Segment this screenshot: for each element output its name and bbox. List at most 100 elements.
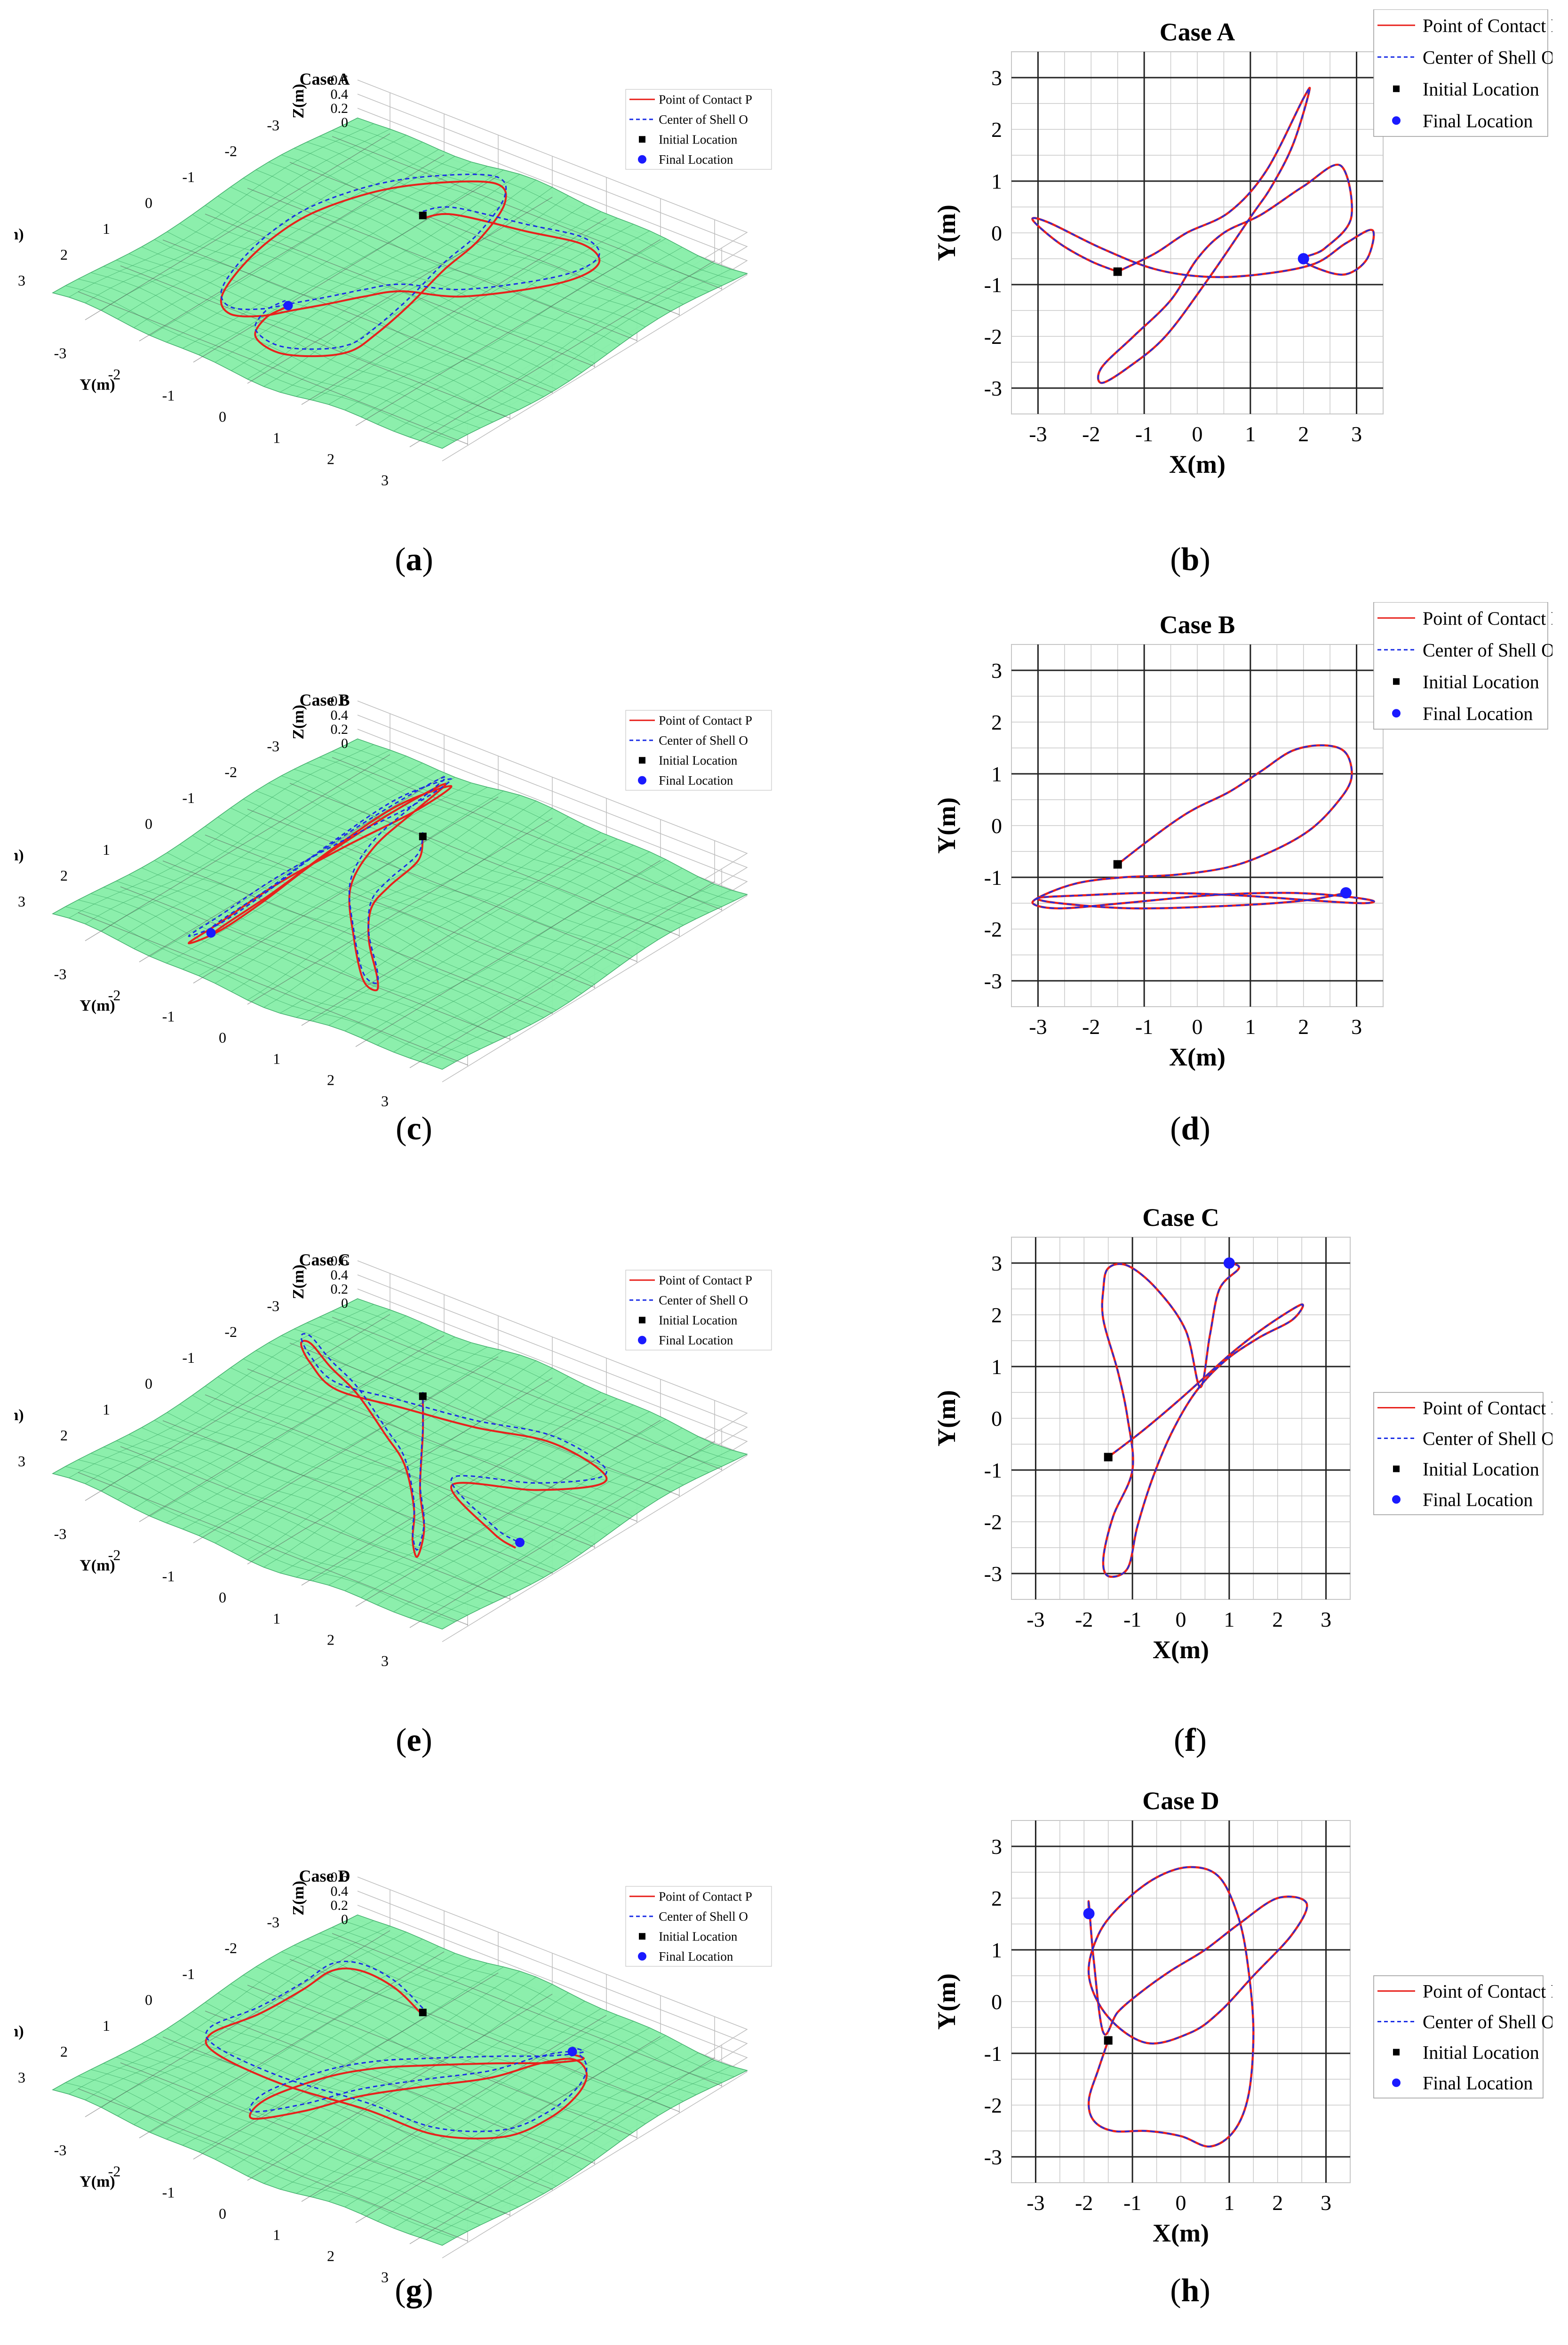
legend-initial-label: Initial Location (1423, 1459, 1539, 1480)
legend-initial-label: Initial Location (659, 754, 738, 768)
floor-grid-line (78, 2088, 468, 2242)
y-tick-label: -1 (162, 2184, 175, 2201)
floor-grid-line (301, 839, 607, 1026)
chart-title: Case A (300, 70, 350, 88)
caption-d: (d) (1170, 1111, 1210, 1147)
x-tick-label: 0 (1176, 1607, 1186, 1631)
legend-contact-label: Point of Contact P (1423, 608, 1552, 629)
x-tick-label: -1 (1135, 1015, 1153, 1039)
initial-location-marker (1113, 267, 1122, 276)
terrain-mesh-line (65, 2082, 455, 2239)
series-center-of-shell (205, 1961, 588, 2132)
chart-b: -3 -2 -1 0 1 2 3 -3 -2 -1 0 1 2 3 X(m) Y(m) Case A Point … (932, 9, 1561, 478)
x-tick-label: 0 (145, 194, 152, 211)
legend-final-label: Final Location (1423, 1489, 1533, 1510)
legend-frame (625, 89, 772, 170)
y-tick-label: -3 (54, 1526, 67, 1542)
x-tick-label: -2 (1075, 2191, 1093, 2215)
initial-location-marker (419, 1392, 427, 1400)
chart-title: Case B (1160, 611, 1235, 639)
floor-grid-line (355, 1420, 661, 1607)
floor-grid-line (247, 818, 553, 1005)
legend-center-label: Center of Shell O (1423, 2011, 1552, 2033)
legend-frame (1373, 9, 1548, 137)
y-tick-label: 1 (273, 2226, 280, 2243)
chart-a: -3-2-10123-3-2-1012300.20.40.6X(m)Y(m)Z(… (0, 70, 772, 489)
y-tick-label: -3 (984, 969, 1002, 993)
panel-e-3d-plot: -3-2-10123-3-2-1012300.20.40.6X(m)Y(m)Z(… (0, 1209, 814, 1726)
y-tick-label: -3 (984, 1562, 1002, 1586)
legend-final-label: Final Location (659, 773, 733, 787)
legend-center-label: Center of Shell O (659, 1293, 748, 1307)
floor-grid-line (301, 2015, 607, 2202)
final-location-marker (1297, 253, 1309, 264)
x-tick-label: 3 (1321, 1607, 1331, 1631)
floor-grid-line (301, 218, 607, 405)
floor-grid-line (78, 1472, 468, 1625)
x-tick-label: -3 (267, 738, 279, 755)
terrain-mesh-line (426, 269, 731, 443)
z-tick-label: 0.6 (331, 1253, 349, 1269)
legend-initial-label: Initial Location (659, 133, 738, 147)
z-tick-label: 0.4 (331, 87, 349, 102)
z-tick-label: 0 (341, 1296, 348, 1311)
floor-grid-line (355, 239, 661, 426)
x-axis-label: X(m) (14, 847, 24, 864)
y-tick-label: 2 (327, 451, 334, 468)
x-tick-label: -3 (267, 117, 279, 134)
legend-frame (625, 710, 772, 791)
panel-a-3d-plot: -3-2-10123-3-2-1012300.20.40.6X(m)Y(m)Z(… (0, 28, 814, 546)
terrain-mesh-line (442, 273, 748, 449)
x-tick-label: 2 (1298, 422, 1309, 446)
legend-initial-label: Initial Location (659, 1313, 738, 1328)
y-tick-label: 1 (273, 1050, 280, 1067)
caption-e: (e) (396, 1722, 432, 1758)
chart-f: -3 -2 -1 0 1 2 3 -3 -2 -1 0 1 2 3 X(m) Y(m) Case C Point … (932, 1203, 1561, 1664)
floor-grid-line (409, 1441, 715, 1628)
y-tick-label: 0 (219, 408, 226, 425)
z-tick-label: 0.2 (331, 101, 349, 116)
x-tick-label: 2 (1272, 1607, 1283, 1631)
floor-grid-line (162, 1420, 553, 1574)
x-axis-label: X(m) (1153, 2219, 1209, 2247)
floor-grid-line (162, 860, 553, 1014)
x-tick-label: 3 (1351, 422, 1362, 446)
y-tick-label: -3 (54, 345, 67, 362)
caption-g: (g) (395, 2273, 433, 2309)
chart-title: Case D (299, 1867, 350, 1885)
chart-c: -3-2-10123-3-2-1012300.20.40.6X(m)Y(m)Z(… (0, 691, 772, 1110)
legend-final-label: Final Location (659, 1333, 733, 1347)
legend-initial-marker (639, 1933, 645, 1940)
floor-grid-line (120, 2062, 510, 2216)
y-axis-label: Y(m) (80, 1557, 115, 1574)
y-axis-label: Y(m) (80, 997, 115, 1015)
chart-title: Case D (1142, 1787, 1219, 1815)
y-tick-label: 2 (327, 1072, 334, 1089)
x-tick-label: -2 (1082, 422, 1100, 446)
x-tick-label: 1 (1224, 2191, 1234, 2215)
panel-f-2d-plot: -3 -2 -1 0 1 2 3 -3 -2 -1 0 1 2 3 X(m) Y(m) Case C Point … (922, 1195, 1561, 1712)
caption-h: (h) (1170, 2273, 1210, 2309)
final-location-marker (567, 2047, 577, 2057)
legend-final-label: Final Location (1423, 2073, 1533, 2094)
x-tick-label: -2 (224, 1323, 237, 1340)
x-axis-label: X(m) (1169, 1043, 1226, 1071)
y-tick-label: 2 (327, 2248, 334, 2265)
caption-a: (a) (395, 541, 433, 578)
y-axis-label: Y(m) (80, 2173, 115, 2191)
y-tick-label: -1 (162, 1008, 175, 1025)
series-point-of-contact (220, 180, 601, 358)
y-tick-label: 3 (381, 2269, 389, 2286)
legend-contact-label: Point of Contact P (1423, 15, 1552, 36)
terrain-mesh-line (442, 2070, 748, 2246)
x-tick-label: -1 (182, 1965, 195, 1982)
y-tick-label: -1 (984, 1458, 1002, 1482)
panel-b-2d-plot: -3 -2 -1 0 1 2 3 -3 -2 -1 0 1 2 3 X(m) Y(m) Case A Point … (922, 9, 1561, 527)
series-center-of-shell (1031, 87, 1375, 384)
y-tick-label: 3 (991, 66, 1002, 90)
x-tick-label: -3 (1029, 422, 1047, 446)
terrain-mesh-line (409, 263, 715, 437)
y-tick-label: -2 (984, 1510, 1002, 1534)
terrain-mesh-line (409, 884, 715, 1058)
x-tick-label: 0 (1192, 422, 1203, 446)
